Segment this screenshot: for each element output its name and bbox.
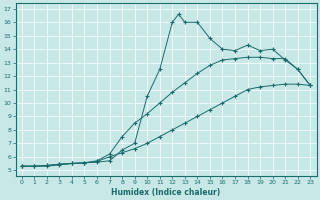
X-axis label: Humidex (Indice chaleur): Humidex (Indice chaleur) [111,188,221,197]
